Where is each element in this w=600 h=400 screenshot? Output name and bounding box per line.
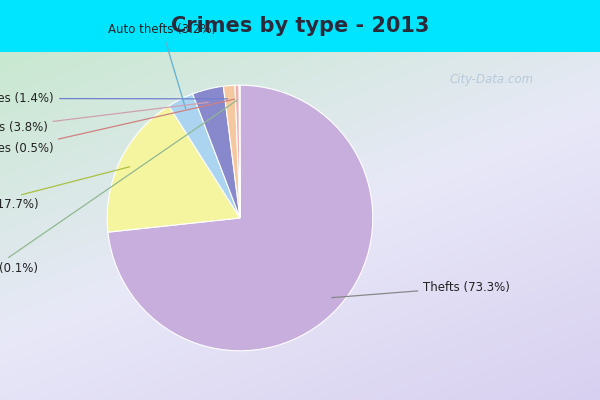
Text: Thefts (73.3%): Thefts (73.3%)	[332, 280, 510, 298]
Text: Auto thefts (3.2%): Auto thefts (3.2%)	[108, 23, 216, 108]
Wedge shape	[239, 85, 240, 218]
Text: Burglaries (17.7%): Burglaries (17.7%)	[0, 167, 130, 211]
Text: Robberies (1.4%): Robberies (1.4%)	[0, 92, 227, 105]
Wedge shape	[235, 85, 240, 218]
Text: Assaults (3.8%): Assaults (3.8%)	[0, 102, 208, 134]
Text: City-Data.com: City-Data.com	[450, 74, 534, 86]
Text: Rapes (0.5%): Rapes (0.5%)	[0, 99, 235, 156]
Text: Crimes by type - 2013: Crimes by type - 2013	[171, 16, 429, 36]
Wedge shape	[193, 86, 240, 218]
Wedge shape	[107, 106, 240, 232]
Wedge shape	[108, 85, 373, 351]
Wedge shape	[223, 85, 240, 218]
Wedge shape	[169, 94, 240, 218]
Text: Murders (0.1%): Murders (0.1%)	[0, 100, 238, 275]
